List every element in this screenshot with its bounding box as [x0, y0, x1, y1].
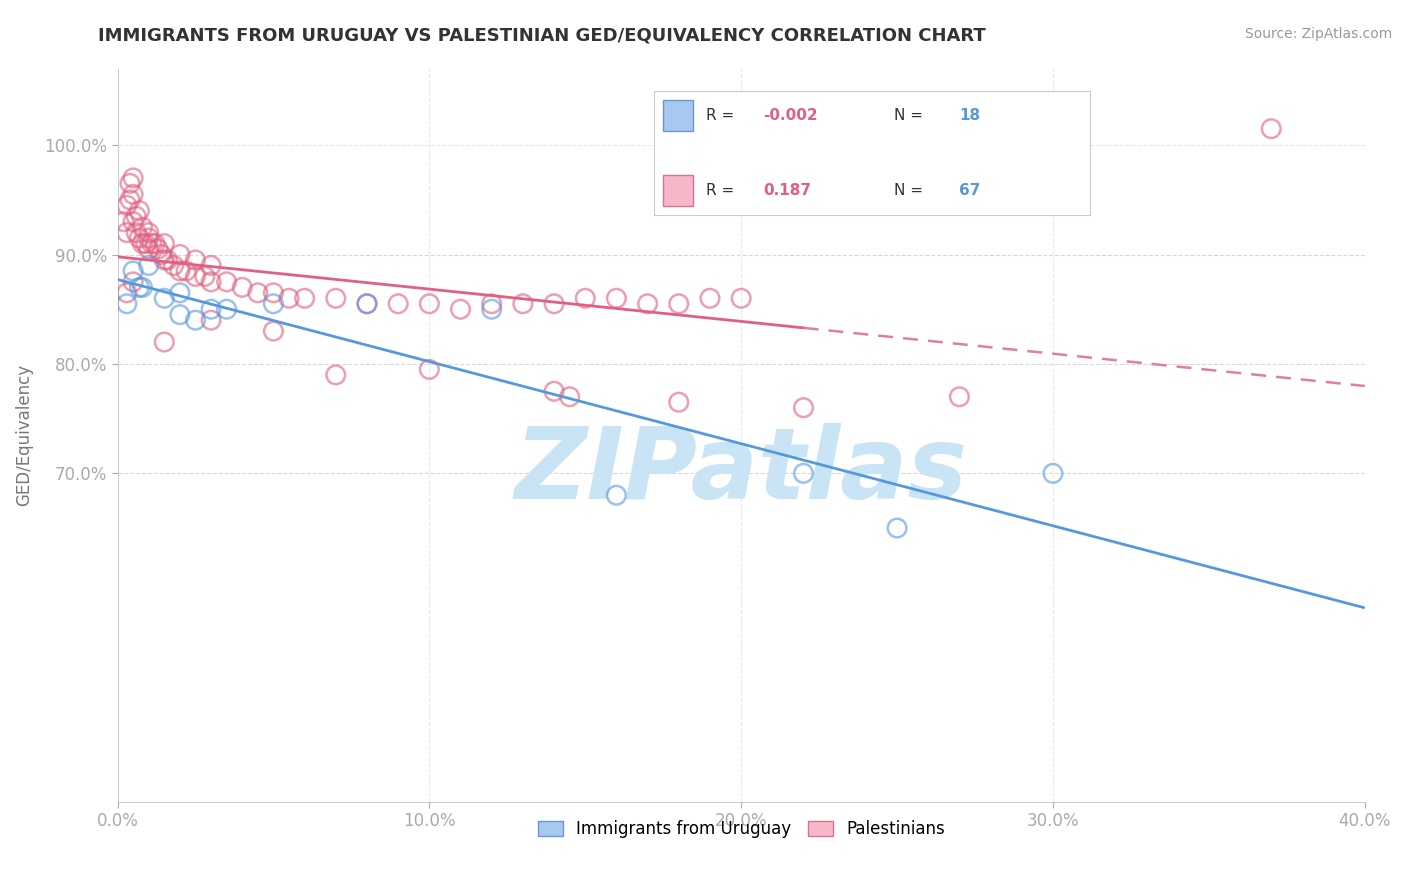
Point: [163, 259, 186, 273]
Point: [246, 285, 269, 300]
Point: [118, 193, 141, 207]
Point: [122, 275, 145, 289]
Point: [278, 291, 301, 305]
Point: [143, 236, 166, 251]
Text: IMMIGRANTS FROM URUGUAY VS PALESTINIAN GED/EQUIVALENCY CORRELATION CHART: IMMIGRANTS FROM URUGUAY VS PALESTINIAN G…: [98, 27, 986, 45]
Point: [668, 297, 690, 311]
Point: [194, 269, 217, 284]
Point: [512, 297, 534, 311]
Point: [637, 297, 659, 311]
Point: [153, 334, 176, 349]
Point: [131, 236, 153, 251]
Point: [169, 264, 191, 278]
Point: [122, 187, 145, 202]
Point: [150, 247, 173, 261]
Point: [793, 401, 815, 415]
Point: [169, 308, 191, 322]
Point: [128, 231, 150, 245]
Point: [262, 285, 284, 300]
Legend: Immigrants from Uruguay, Palestinians: Immigrants from Uruguay, Palestinians: [531, 814, 952, 845]
Point: [138, 259, 160, 273]
Point: [153, 252, 176, 267]
Point: [200, 313, 222, 327]
Point: [135, 236, 157, 251]
Point: [169, 285, 191, 300]
Point: [122, 215, 145, 229]
Point: [174, 264, 197, 278]
Point: [262, 324, 284, 338]
Point: [668, 395, 690, 409]
Point: [128, 280, 150, 294]
Point: [450, 302, 472, 317]
Point: [138, 226, 160, 240]
Point: [231, 280, 253, 294]
Point: [125, 209, 148, 223]
Point: [699, 291, 721, 305]
Point: [115, 285, 138, 300]
Point: [153, 291, 176, 305]
Point: [122, 170, 145, 185]
Point: [543, 297, 565, 311]
Point: [169, 247, 191, 261]
Point: [215, 275, 238, 289]
Point: [1042, 467, 1064, 481]
Point: [325, 368, 347, 382]
Point: [387, 297, 409, 311]
Text: Source: ZipAtlas.com: Source: ZipAtlas.com: [1244, 27, 1392, 41]
Point: [112, 215, 135, 229]
Point: [118, 177, 141, 191]
Point: [481, 302, 503, 317]
Point: [356, 297, 378, 311]
Point: [948, 390, 970, 404]
Point: [128, 203, 150, 218]
Point: [200, 275, 222, 289]
Point: [138, 242, 160, 256]
Point: [418, 297, 440, 311]
Point: [886, 521, 908, 535]
Point: [418, 362, 440, 376]
Point: [184, 269, 207, 284]
Text: ZIPatlas: ZIPatlas: [515, 423, 967, 520]
Point: [605, 291, 627, 305]
Point: [200, 259, 222, 273]
Point: [125, 226, 148, 240]
Point: [131, 280, 153, 294]
Point: [122, 264, 145, 278]
Point: [115, 226, 138, 240]
Point: [153, 236, 176, 251]
Point: [115, 198, 138, 212]
Point: [543, 384, 565, 399]
Point: [115, 297, 138, 311]
Point: [215, 302, 238, 317]
Point: [605, 488, 627, 502]
Point: [294, 291, 316, 305]
Point: [146, 242, 169, 256]
Point: [356, 297, 378, 311]
Point: [156, 252, 179, 267]
Point: [262, 297, 284, 311]
Y-axis label: GED/Equivalency: GED/Equivalency: [15, 364, 32, 506]
Point: [200, 302, 222, 317]
Point: [184, 313, 207, 327]
Point: [730, 291, 752, 305]
Point: [184, 252, 207, 267]
Point: [1260, 121, 1282, 136]
Point: [481, 297, 503, 311]
Point: [558, 390, 581, 404]
Point: [141, 236, 163, 251]
Point: [574, 291, 596, 305]
Point: [793, 467, 815, 481]
Point: [138, 231, 160, 245]
Point: [325, 291, 347, 305]
Point: [131, 220, 153, 235]
